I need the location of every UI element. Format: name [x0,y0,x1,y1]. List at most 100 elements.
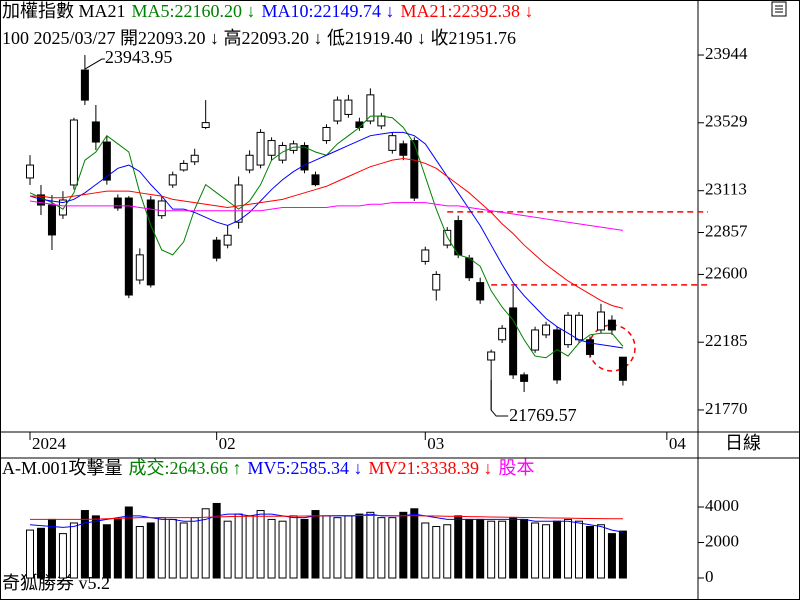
volume-bar [91,515,100,579]
volume-bar [443,524,452,579]
candle-body [278,144,287,161]
low-annotation: 21769.57 [509,405,577,425]
candle-body [201,122,210,129]
candle-body [311,174,320,186]
legend-item: MA5:22160.20 ↓ [132,1,256,21]
candle-body [498,327,507,341]
volume-bar [542,524,551,579]
candle-body [190,154,199,163]
candle-body [531,329,540,351]
legend-item: MA21:22392.38 ↓ [401,1,534,21]
candle-body [509,307,518,376]
volume-bar [322,515,331,579]
y-tick-label: 23113 [705,180,747,199]
y-tick-label: 0 [705,567,714,586]
candle-body [102,141,111,181]
candle-body [146,199,155,286]
volume-bar [355,513,364,579]
volume-bar [454,515,463,579]
volume-bar [498,520,507,579]
volume-bar [476,518,485,579]
volume-bar [102,524,111,579]
candle-body [564,314,573,346]
volume-bar [212,502,221,579]
x-tick-label: 04 [669,434,687,453]
volume-bar [190,517,199,579]
x-tick-label: 02 [219,434,236,453]
highlight-circle [588,324,636,372]
candle-body [245,154,254,171]
volume-bar [256,510,265,579]
volume-bar [432,526,441,579]
candle-body [410,140,419,199]
volume-bar [487,520,496,579]
legend-item: A-M.001攻擊量 [2,458,123,478]
candle-body [454,220,463,256]
volume-bar [157,517,166,579]
volume-bar [58,533,67,579]
x-tick-label: 03 [427,434,444,453]
subheader: 100 2025/03/27 開22093.20 ↓ 高22093.20 ↓ 低… [2,28,516,48]
volume-bar [366,511,375,579]
y-tick-label: 4000 [705,496,739,515]
y-tick-label: 23529 [705,112,748,131]
y-tick-label: 21770 [705,399,748,418]
volume-bar [618,530,627,579]
volume-bar [69,522,78,579]
volume-bar [278,520,287,579]
high-annotation: 23943.95 [105,47,172,67]
candle-body [596,311,605,331]
volume-bar [124,506,133,579]
volume-bar [300,518,309,579]
volume-bar [399,511,408,579]
volume-bar [267,518,276,579]
candle-body [267,140,276,156]
y-tick-label: 22185 [705,331,748,350]
legend: 加權指數 MA21 MA5:22160.20 ↓ MA10:22149.74 ↓ MA… [2,1,534,21]
legend-item: 成交:2643.66 ↑ [129,458,242,478]
candle-body [168,174,177,186]
volume-bar [388,517,397,579]
x-tick-label: 2024 [32,434,67,453]
volume-bar [146,522,155,579]
y-tick-label: 22600 [705,263,748,282]
volume-bar [377,517,386,579]
volume-bar [135,526,144,579]
legend-item: MV5:2585.34 ↓ [248,458,363,478]
candle-body [113,197,122,209]
legend-item: MV21:3338.39 ↓ [369,458,493,478]
volume-bar [289,515,298,579]
candle-body [157,200,166,217]
candle-body [465,257,474,279]
candle-body [256,131,265,166]
candle-body [47,204,56,236]
volume-bar [531,522,540,579]
volume-bar [47,518,56,579]
volume-bar [245,515,254,579]
candle-body [388,135,397,151]
volume-bar [465,518,474,579]
volume-bar [410,508,419,579]
volume-bar [80,510,89,579]
candle-body [520,374,529,382]
y-tick-label: 23944 [705,44,748,63]
volume-bar [564,518,573,579]
candle-body [223,234,232,246]
volume-bar [596,524,605,579]
legend-item: MA10:22149.74 ↓ [262,1,395,21]
y-tick-label: 2000 [705,531,739,550]
candle-body [234,184,243,223]
candle-body [585,339,594,355]
candle-body [432,273,441,291]
volume-bar [201,508,210,579]
candle-body [618,356,627,381]
candle-body [80,69,89,101]
volume-bar [607,533,616,579]
candle-body [377,115,386,127]
candle-body [421,249,430,262]
candle-body [607,319,616,331]
legend: A-M.001攻擊量 成交:2643.66 ↑ MV5:2585.34 ↓ MV21:… [2,458,535,478]
y-tick-label: 22857 [705,221,748,240]
volume-bar [311,510,320,579]
